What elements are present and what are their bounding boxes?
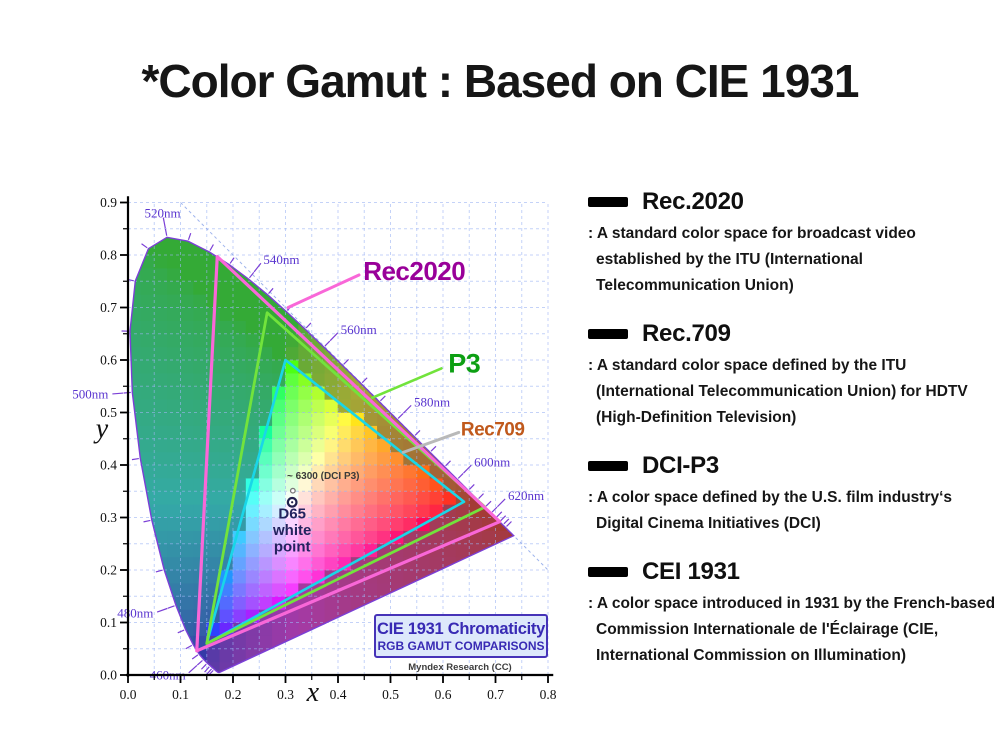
description-line: Telecommunication Union) [596, 277, 794, 294]
svg-text:~ 6300 (DCI P3): ~ 6300 (DCI P3) [287, 471, 360, 482]
definition-entry-rec2020: Rec.2020 : A standard color space for br… [588, 188, 1000, 299]
svg-text:0.8: 0.8 [100, 248, 117, 263]
svg-text:Rec2020: Rec2020 [363, 256, 465, 286]
svg-text:y: y [93, 413, 109, 444]
chart-overlay: 460nm480nm500nm520nm540nm560nm580nm600nm… [72, 195, 557, 708]
definition-entry-dcip3: DCI-P3 : A color space defined by the U.… [588, 452, 1000, 537]
svg-text:480nm: 480nm [117, 605, 153, 620]
svg-text:0.4: 0.4 [330, 687, 347, 702]
colorspace-heading: CEI 1931 [642, 558, 740, 585]
svg-text:0.5: 0.5 [382, 687, 399, 702]
svg-text:0.8: 0.8 [540, 687, 557, 702]
svg-text:Rec709: Rec709 [461, 420, 525, 441]
svg-text:0.4: 0.4 [100, 458, 117, 473]
definition-entry-cei1931: CEI 1931 : A color space introduced in 1… [588, 558, 1000, 669]
chart-subtitle: RGB GAMUT COMPARISONS [377, 638, 545, 653]
chart-title-box: CIE 1931 Chromaticity RGB GAMUT COMPARIS… [374, 614, 548, 658]
definition-entry-rec709: Rec.709 : A standard color space defined… [588, 320, 1000, 431]
svg-text:0.3: 0.3 [100, 510, 117, 525]
description-line: Commission Internationale de l'Éclairage… [596, 621, 939, 638]
svg-text:0.9: 0.9 [100, 195, 117, 210]
description-line: : A standard color space defined by the … [588, 357, 907, 374]
svg-text:x: x [306, 677, 320, 708]
colorspace-heading: DCI-P3 [642, 452, 719, 479]
svg-text:540nm: 540nm [263, 252, 299, 267]
entry-heading-row: Rec.2020 [588, 188, 1000, 216]
svg-text:0.2: 0.2 [225, 687, 242, 702]
cie-1931-diagram: 460nm 480nm 500nm 520nm 540nm 560nm 580nm 600nm… [72, 183, 575, 723]
svg-text:500nm: 500nm [72, 386, 108, 401]
svg-text:0.2: 0.2 [100, 563, 117, 578]
svg-text:0.6: 0.6 [435, 687, 452, 702]
colorspace-description: : A standard color space for broadcast v… [588, 221, 1000, 299]
legend-dash-icon [588, 567, 628, 577]
svg-text:580nm: 580nm [414, 395, 450, 410]
chart-credit: Myndex Research (CC) [408, 662, 512, 673]
colorspace-description: : A color space defined by the U.S. film… [588, 485, 1000, 537]
description-line: Digital Cinema Initiatives (DCI) [596, 515, 821, 532]
definitions-panel: Rec.2020 : A standard color space for br… [588, 188, 1000, 690]
svg-text:0.1: 0.1 [100, 615, 117, 630]
description-line: : A color space introduced in 1931 by th… [588, 595, 996, 612]
colorspace-heading: Rec.2020 [642, 188, 744, 215]
colorspace-description: : A standard color space defined by the … [588, 353, 1000, 431]
svg-text:0.6: 0.6 [100, 353, 117, 368]
entry-heading-row: DCI-P3 [588, 452, 1000, 480]
legend-dash-icon [588, 461, 628, 471]
svg-text:0.0: 0.0 [100, 668, 117, 683]
legend-dash-icon [588, 197, 628, 207]
svg-text:600nm: 600nm [474, 454, 510, 469]
svg-text:0.0: 0.0 [120, 687, 137, 702]
legend-dash-icon [588, 329, 628, 339]
svg-text:560nm: 560nm [341, 322, 377, 337]
svg-text:P3: P3 [448, 349, 481, 379]
svg-text:0.7: 0.7 [100, 300, 117, 315]
svg-text:520nm: 520nm [144, 206, 180, 221]
description-line: International Commission on Illumination… [596, 647, 907, 664]
description-line: (International Telecommunication Union) … [596, 383, 968, 400]
description-line: established by the ITU (International [596, 251, 863, 268]
description-line: : A standard color space for broadcast v… [588, 225, 916, 242]
colorspace-description: : A color space introduced in 1931 by th… [588, 591, 1000, 669]
description-line: (High-Definition Television) [596, 409, 797, 426]
chart-title: CIE 1931 Chromaticity [377, 619, 545, 638]
colorspace-heading: Rec.709 [642, 320, 731, 347]
svg-text:0.3: 0.3 [277, 687, 294, 702]
svg-text:620nm: 620nm [508, 488, 544, 503]
svg-text:0.5: 0.5 [100, 405, 117, 420]
description-line: : A color space defined by the U.S. film… [588, 489, 953, 506]
slide-title: *Color Gamut : Based on CIE 1931 [141, 55, 860, 107]
svg-text:0.7: 0.7 [487, 687, 504, 702]
entry-heading-row: CEI 1931 [588, 558, 1000, 586]
entry-heading-row: Rec.709 [588, 320, 1000, 348]
svg-text:0.1: 0.1 [172, 687, 189, 702]
